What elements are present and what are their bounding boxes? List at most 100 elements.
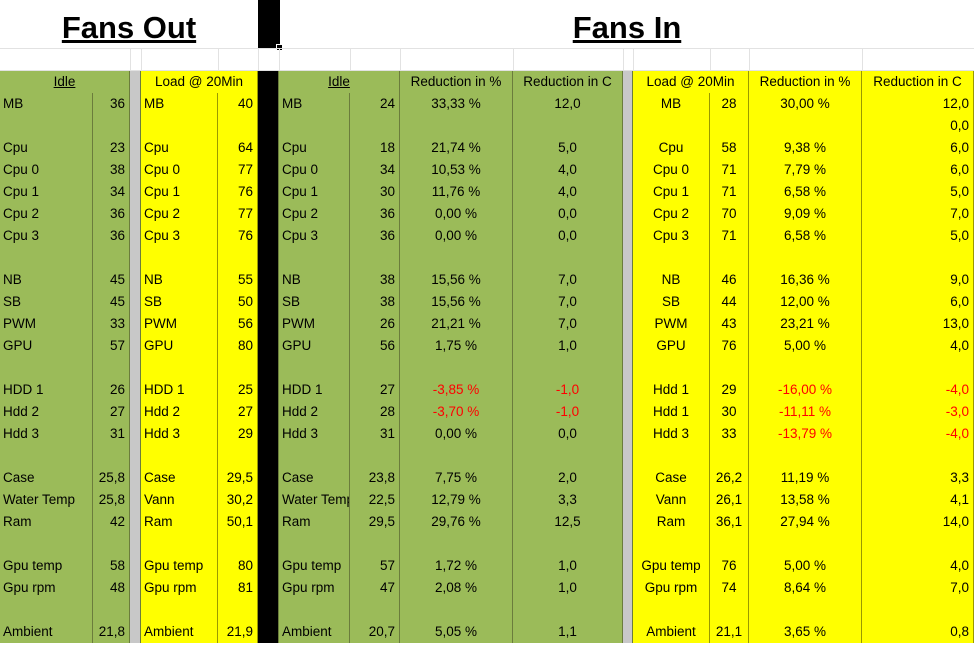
table-cell-il-pct[interactable]: 6,58 %: [749, 225, 862, 247]
table-cell-il-c[interactable]: 6,0: [862, 291, 974, 313]
table-cell-ii-c[interactable]: 1,0: [513, 335, 623, 357]
table-cell-ii-val[interactable]: 36: [350, 225, 400, 247]
table-cell-ii-c[interactable]: 0,0: [513, 203, 623, 225]
table-cell-oi-label[interactable]: Gpu temp: [0, 555, 93, 577]
table-cell-ol-label[interactable]: HDD 1: [141, 379, 218, 401]
table-cell-il-c[interactable]: -4,0: [862, 379, 974, 401]
table-cell-il-label[interactable]: Ram: [633, 511, 710, 533]
table-cell-ol-label[interactable]: [141, 357, 218, 379]
table-cell-ol-val[interactable]: [218, 247, 258, 269]
table-cell-oi-label[interactable]: GPU: [0, 335, 93, 357]
table-cell-ol-val[interactable]: [218, 115, 258, 137]
table-cell-ii-c[interactable]: [513, 357, 623, 379]
table-cell-il-val[interactable]: [710, 357, 749, 379]
table-cell-ii-val[interactable]: [350, 445, 400, 467]
table-cell-oi-val[interactable]: [93, 599, 130, 621]
table-cell-ii-val[interactable]: [350, 115, 400, 137]
table-cell-ii-label[interactable]: Ram: [279, 511, 350, 533]
table-cell-ii-c[interactable]: -1,0: [513, 401, 623, 423]
table-cell-oi-val[interactable]: 38: [93, 159, 130, 181]
table-cell-il-label[interactable]: [633, 247, 710, 269]
table-cell-ii-label[interactable]: Cpu 0: [279, 159, 350, 181]
table-cell-ii-c[interactable]: 1,1: [513, 621, 623, 643]
header-in-load-reduction-c[interactable]: Reduction in C: [862, 71, 974, 93]
table-cell-il-val[interactable]: 30: [710, 401, 749, 423]
table-cell-il-label[interactable]: [633, 115, 710, 137]
table-cell-il-val[interactable]: 26,1: [710, 489, 749, 511]
table-cell-il-c[interactable]: 6,0: [862, 159, 974, 181]
table-cell-ii-label[interactable]: Gpu temp: [279, 555, 350, 577]
table-cell-ii-pct[interactable]: [400, 599, 513, 621]
table-cell-ol-val[interactable]: 55: [218, 269, 258, 291]
table-cell-il-pct[interactable]: [749, 533, 862, 555]
table-cell-il-label[interactable]: Gpu rpm: [633, 577, 710, 599]
table-cell-ol-val[interactable]: 29: [218, 423, 258, 445]
table-cell-ii-pct[interactable]: -3,70 %: [400, 401, 513, 423]
table-cell-il-c[interactable]: [862, 533, 974, 555]
table-cell-ii-val[interactable]: 30: [350, 181, 400, 203]
header-in-reduction-c[interactable]: Reduction in C: [513, 71, 623, 93]
table-cell-ii-pct[interactable]: 11,76 %: [400, 181, 513, 203]
table-cell-ii-label[interactable]: Case: [279, 467, 350, 489]
table-cell-ii-pct[interactable]: 15,56 %: [400, 269, 513, 291]
table-cell-il-pct[interactable]: 7,79 %: [749, 159, 862, 181]
table-cell-il-c[interactable]: -3,0: [862, 401, 974, 423]
table-cell-il-label[interactable]: Cpu 3: [633, 225, 710, 247]
table-cell-oi-label[interactable]: Hdd 3: [0, 423, 93, 445]
table-cell-ii-c[interactable]: [513, 115, 623, 137]
table-cell-ii-label[interactable]: [279, 533, 350, 555]
table-cell-il-val[interactable]: 74: [710, 577, 749, 599]
table-cell-il-val[interactable]: [710, 533, 749, 555]
table-cell-il-label[interactable]: [633, 533, 710, 555]
table-cell-oi-label[interactable]: Cpu 1: [0, 181, 93, 203]
table-cell-oi-val[interactable]: 33: [93, 313, 130, 335]
table-cell-ol-label[interactable]: Hdd 3: [141, 423, 218, 445]
table-cell-ol-val[interactable]: 56: [218, 313, 258, 335]
table-cell-il-val[interactable]: 76: [710, 555, 749, 577]
table-cell-il-pct[interactable]: 16,36 %: [749, 269, 862, 291]
table-cell-oi-label[interactable]: Cpu 2: [0, 203, 93, 225]
table-cell-il-pct[interactable]: [749, 247, 862, 269]
table-cell-ii-pct[interactable]: 21,74 %: [400, 137, 513, 159]
table-cell-ii-label[interactable]: Gpu rpm: [279, 577, 350, 599]
table-cell-ol-label[interactable]: SB: [141, 291, 218, 313]
table-cell-ol-label[interactable]: Gpu rpm: [141, 577, 218, 599]
table-cell-oi-label[interactable]: [0, 533, 93, 555]
table-cell-ii-pct[interactable]: [400, 533, 513, 555]
table-cell-ii-label[interactable]: Cpu: [279, 137, 350, 159]
table-cell-ii-val[interactable]: [350, 247, 400, 269]
table-cell-il-pct[interactable]: -16,00 %: [749, 379, 862, 401]
table-cell-il-c[interactable]: 5,0: [862, 225, 974, 247]
table-cell-il-pct[interactable]: [749, 599, 862, 621]
table-cell-ii-val[interactable]: 34: [350, 159, 400, 181]
table-cell-ii-label[interactable]: [279, 357, 350, 379]
table-cell-il-c[interactable]: 13,0: [862, 313, 974, 335]
table-cell-ii-label[interactable]: [279, 599, 350, 621]
header-out-idle[interactable]: Idle: [0, 71, 130, 93]
table-cell-ii-label[interactable]: Hdd 2: [279, 401, 350, 423]
table-cell-ol-val[interactable]: 76: [218, 181, 258, 203]
table-cell-ol-val[interactable]: 77: [218, 203, 258, 225]
table-cell-il-pct[interactable]: -13,79 %: [749, 423, 862, 445]
table-cell-ii-label[interactable]: PWM: [279, 313, 350, 335]
table-cell-oi-label[interactable]: Gpu rpm: [0, 577, 93, 599]
table-cell-ii-pct[interactable]: [400, 115, 513, 137]
table-cell-il-val[interactable]: 70: [710, 203, 749, 225]
table-cell-oi-label[interactable]: Cpu: [0, 137, 93, 159]
table-cell-il-pct[interactable]: [749, 115, 862, 137]
table-cell-ii-val[interactable]: 47: [350, 577, 400, 599]
table-cell-oi-label[interactable]: Ambient: [0, 621, 93, 643]
table-cell-il-val[interactable]: [710, 115, 749, 137]
table-cell-oi-val[interactable]: 31: [93, 423, 130, 445]
table-cell-ii-label[interactable]: [279, 445, 350, 467]
table-cell-ol-label[interactable]: Cpu 1: [141, 181, 218, 203]
table-cell-ii-val[interactable]: 22,5: [350, 489, 400, 511]
table-cell-oi-val[interactable]: 25,8: [93, 489, 130, 511]
table-cell-ii-c[interactable]: [513, 445, 623, 467]
table-cell-il-pct[interactable]: 5,00 %: [749, 335, 862, 357]
table-cell-il-label[interactable]: GPU: [633, 335, 710, 357]
table-cell-ii-pct[interactable]: 12,79 %: [400, 489, 513, 511]
table-cell-ii-c[interactable]: [513, 247, 623, 269]
table-cell-il-val[interactable]: 71: [710, 225, 749, 247]
table-cell-il-c[interactable]: 4,1: [862, 489, 974, 511]
